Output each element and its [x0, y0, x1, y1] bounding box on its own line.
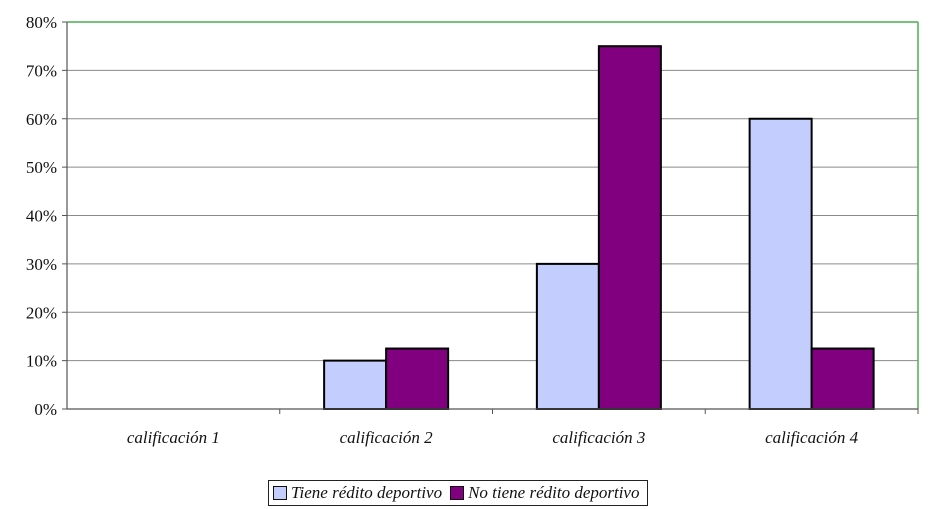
- y-tick-labels: 0% 10% 20% 30% 40% 50% 60% 70% 80%: [26, 13, 57, 419]
- bar-no-tiene: [385, 347, 450, 410]
- legend-swatch-tiene: [273, 486, 287, 500]
- y-tick-label: 50%: [26, 158, 57, 177]
- legend-swatch-no-tiene: [450, 486, 465, 500]
- plot-frame: [67, 21, 919, 409]
- legend-label-no-tiene: No tiene rédito deportivo: [468, 483, 640, 502]
- y-tick-label: 70%: [26, 61, 57, 80]
- y-tick-label: 0%: [34, 400, 57, 419]
- y-tick-label: 80%: [26, 13, 57, 32]
- y-tick-label: 20%: [26, 303, 57, 322]
- y-tick-label: 30%: [26, 255, 57, 274]
- legend-item-tiene: Tiene rédito deportivo: [273, 483, 442, 503]
- x-tick-label: calificación 3: [552, 428, 645, 447]
- x-tick-labels: calificación 1 calificación 2 calificación…: [127, 428, 859, 447]
- legend: Tiene rédito deportivo No tiene rédito d…: [268, 480, 649, 506]
- bars: [323, 45, 875, 410]
- legend-item-no-tiene: No tiene rédito deportivo: [450, 483, 639, 503]
- bar-no-tiene: [810, 347, 875, 410]
- bar-tiene: [535, 262, 600, 410]
- legend-label-tiene: Tiene rédito deportivo: [291, 483, 443, 502]
- y-tick-label: 10%: [26, 352, 57, 371]
- y-tick-label: 60%: [26, 110, 57, 129]
- x-tick-label: calificación 1: [127, 428, 220, 447]
- bar-no-tiene: [597, 45, 662, 410]
- axes: [66, 22, 918, 410]
- x-tick-label: calificación 2: [340, 428, 434, 447]
- x-tick-label: calificación 4: [765, 428, 859, 447]
- bar-tiene: [323, 359, 388, 410]
- bar-tiene: [748, 117, 813, 410]
- y-tick-label: 40%: [26, 207, 57, 226]
